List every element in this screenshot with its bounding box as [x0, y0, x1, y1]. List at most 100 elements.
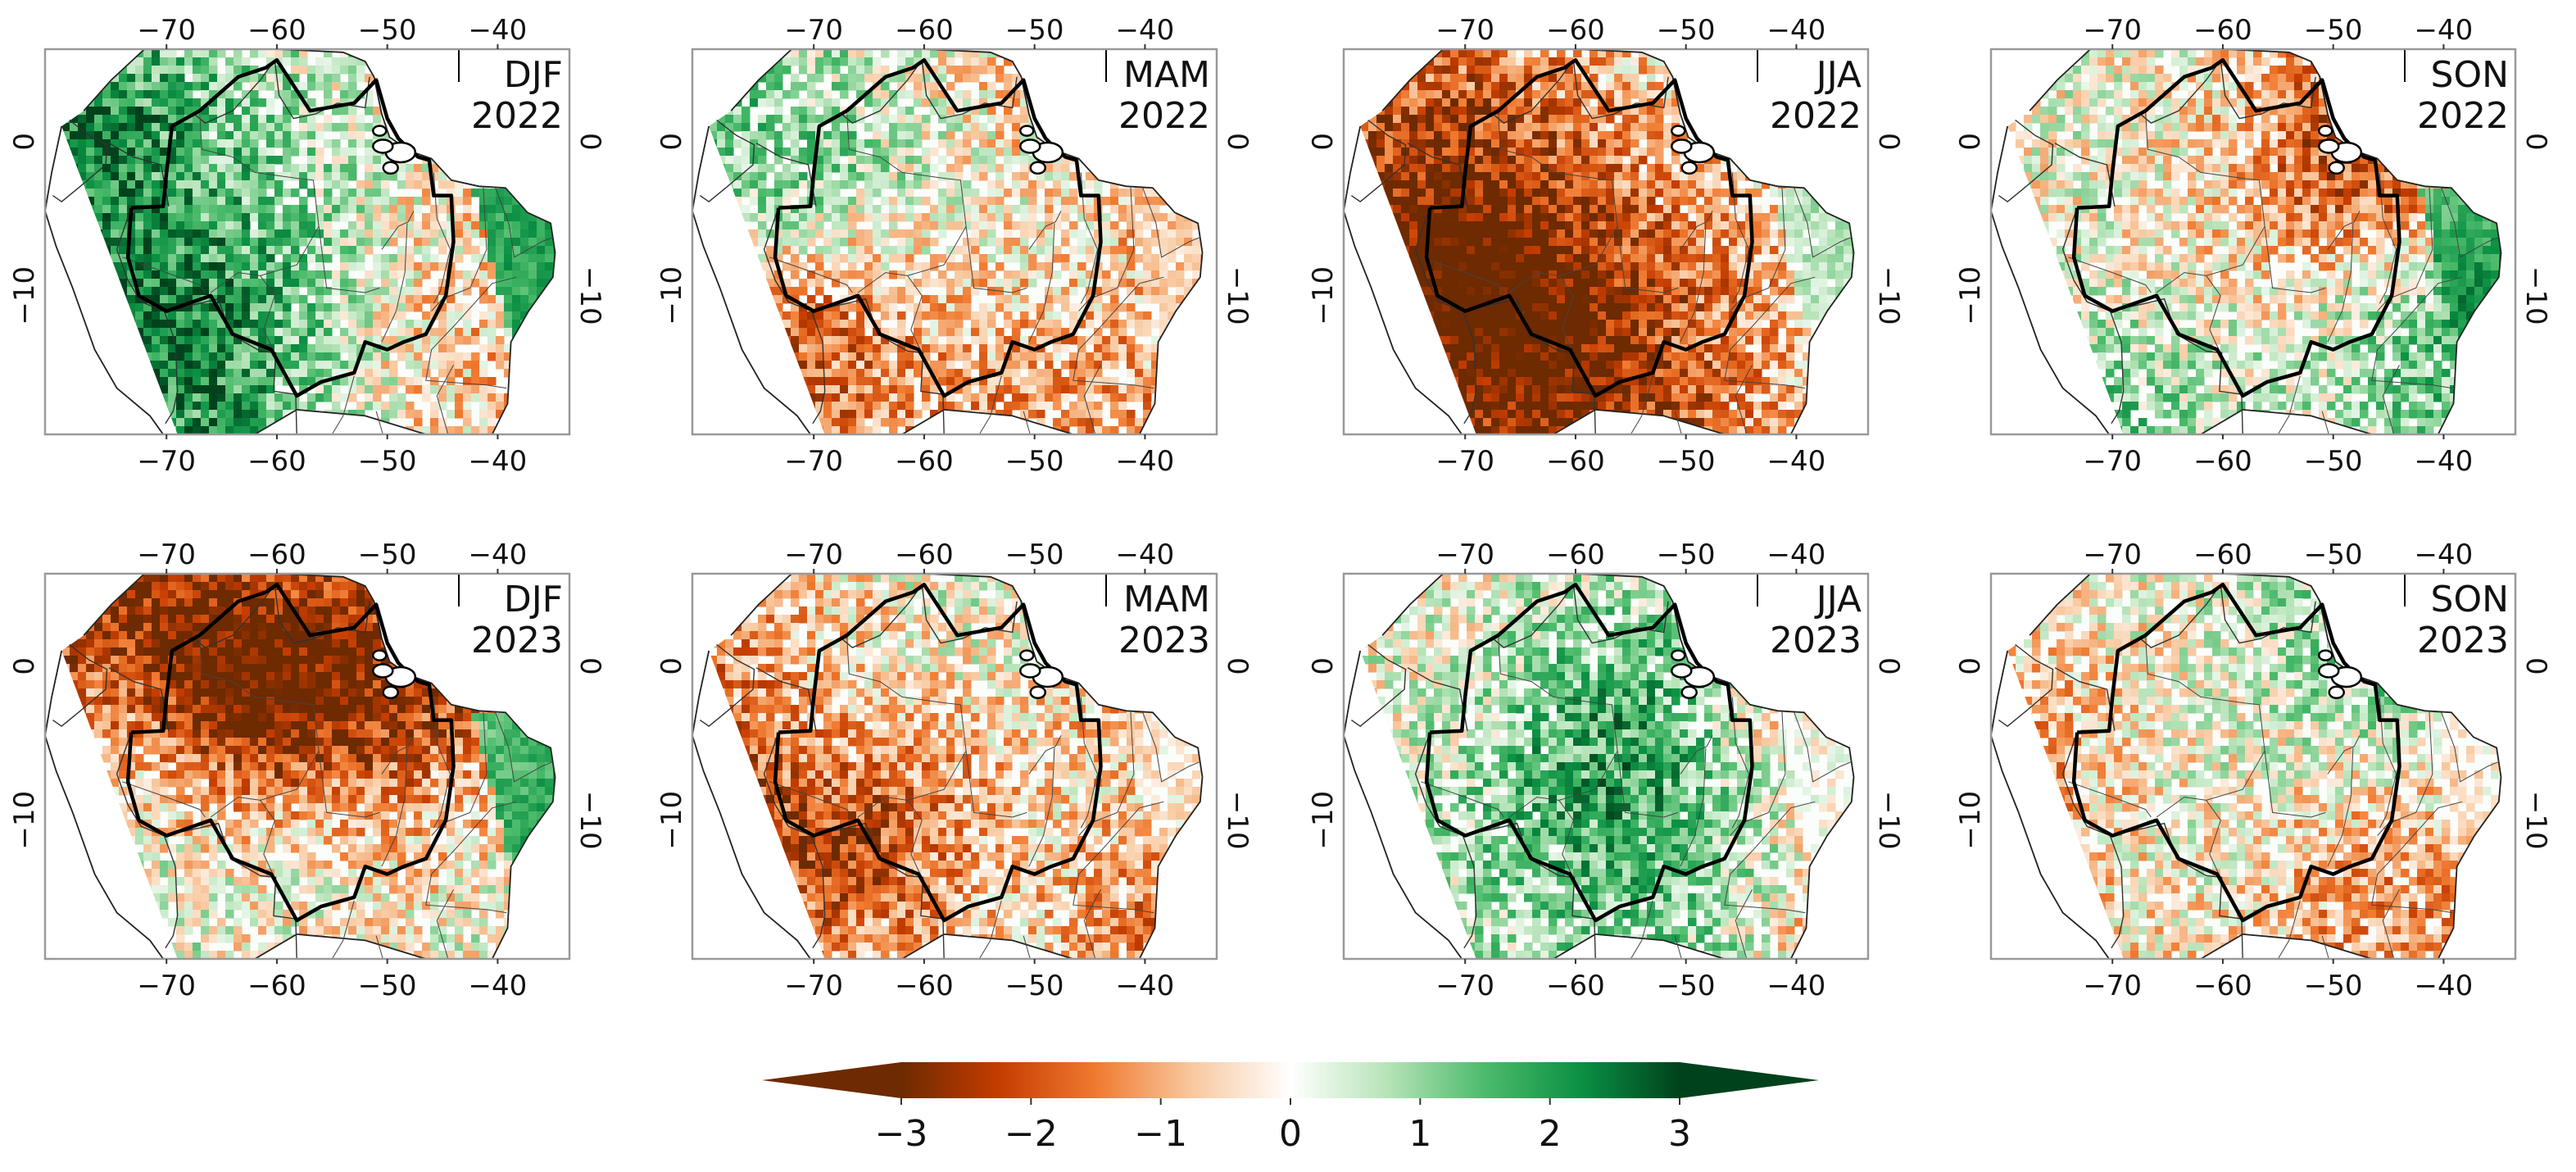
state-border — [431, 186, 488, 311]
bottom-lon-tick-label: −40 — [2415, 445, 2474, 478]
top-lon-tick-label: −40 — [1116, 14, 1175, 47]
top-lon-tick-label: −60 — [895, 538, 954, 571]
state-border — [1730, 186, 1786, 311]
country-border — [921, 60, 1018, 120]
marajo-island — [2318, 125, 2333, 137]
legal-amazon-boundary — [1424, 57, 1754, 398]
marajo-island — [372, 663, 394, 679]
coastline — [1344, 125, 1463, 434]
legal-amazon-boundary — [125, 57, 456, 398]
country-border — [921, 584, 1018, 644]
bottom-lon-tick-label: −70 — [137, 970, 196, 1002]
bottom-lon-tick-label: −70 — [2083, 970, 2142, 1002]
country-border — [1351, 643, 1407, 727]
top-lon-tick-label: −70 — [1435, 14, 1494, 47]
top-lon-tick-label: −40 — [1767, 538, 1826, 571]
state-border — [1023, 935, 1031, 959]
year-label: 2023 — [471, 620, 563, 661]
colorbar-tick-label: 3 — [1668, 1113, 1691, 1155]
state-border — [381, 211, 415, 250]
bottom-lon-tick-label: −70 — [137, 445, 196, 478]
state-border — [436, 889, 454, 959]
year-label: 2023 — [1770, 620, 1862, 661]
marajo-island — [1671, 663, 1693, 679]
legal-amazon-boundary — [773, 582, 1103, 923]
legal-amazon-boundary — [125, 582, 456, 923]
right-lat-tick-label: −10 — [1872, 791, 1905, 850]
map-frame — [1342, 572, 1870, 961]
state-border — [2379, 697, 2397, 829]
marajo-island — [1671, 649, 1686, 661]
state-border — [2371, 276, 2463, 389]
marajo-island — [1019, 649, 1035, 661]
left-lat-tick-label: 0 — [1954, 657, 1987, 675]
brazil-outline — [2029, 574, 2502, 959]
marajo-island — [2318, 139, 2340, 154]
colorbar-tick-label: −1 — [1134, 1113, 1187, 1155]
marajo-island — [1029, 685, 1046, 700]
state-border — [199, 111, 320, 293]
state-border — [495, 188, 553, 258]
map-frame — [691, 572, 1218, 961]
year-label: 2023 — [2417, 620, 2509, 661]
state-border — [2441, 712, 2499, 783]
state-border — [375, 411, 383, 434]
state-border — [1724, 801, 1816, 914]
bottom-lon-tick-label: −70 — [1435, 970, 1494, 1002]
state-border — [2068, 257, 2152, 293]
top-lon-tick-label: −60 — [895, 14, 954, 47]
brazil-outline — [1381, 49, 1855, 434]
brazil-outline — [730, 49, 1204, 434]
label-box — [1757, 49, 1868, 133]
state-border — [318, 751, 380, 818]
top-lon-tick-label: −50 — [1005, 538, 1064, 571]
season-label: DJF — [504, 579, 563, 620]
marajo-island — [1680, 685, 1698, 700]
state-border — [1731, 172, 1750, 304]
map-frame — [1989, 48, 2517, 436]
left-lat-tick-label: −10 — [1307, 791, 1340, 850]
right-lat-tick-label: 0 — [574, 133, 606, 151]
colorbar-bar — [901, 1062, 1680, 1098]
coastline — [692, 125, 811, 434]
country-border — [1998, 119, 2054, 202]
coastline — [45, 650, 164, 959]
coastline — [45, 125, 164, 434]
label-box — [1757, 574, 1868, 657]
left-lat-tick-label: −10 — [1307, 266, 1340, 325]
left-lat-tick-label: 0 — [1954, 133, 1987, 151]
state-border — [1080, 172, 1099, 304]
state-border — [1558, 275, 1574, 352]
state-border — [2206, 800, 2221, 876]
brazil-outline — [1381, 574, 1855, 959]
state-border — [318, 226, 380, 293]
season-label: SON — [2431, 579, 2509, 620]
state-border — [2277, 375, 2301, 434]
state-border — [2327, 735, 2361, 775]
marajo-island — [372, 649, 388, 661]
state-border — [1617, 751, 1679, 818]
label-box — [459, 574, 569, 657]
state-border — [381, 735, 415, 775]
bottom-lon-tick-label: −70 — [2083, 445, 2142, 478]
top-lon-tick-label: −70 — [1435, 538, 1494, 571]
legal-amazon-boundary — [2071, 582, 2401, 923]
bottom-lon-tick-label: −60 — [895, 970, 954, 1002]
season-label: MAM — [1123, 579, 1210, 620]
country-border — [818, 298, 945, 434]
state-border — [260, 800, 275, 876]
state-border — [1028, 747, 1055, 867]
marajo-island — [1671, 139, 1693, 154]
bottom-lon-tick-label: −40 — [1116, 445, 1175, 478]
top-lon-tick-label: −70 — [784, 538, 843, 571]
top-lon-tick-label: −60 — [1546, 14, 1605, 47]
year-label: 2022 — [471, 95, 563, 137]
state-border — [1142, 188, 1200, 258]
state-border — [331, 375, 355, 434]
bottom-lon-tick-label: −40 — [469, 445, 528, 478]
country-border — [1998, 643, 2054, 727]
left-lat-tick-label: 0 — [8, 657, 41, 675]
colorbar-right-extension — [1680, 1062, 1819, 1098]
state-border — [1028, 223, 1055, 343]
legal-amazon-boundary — [1424, 582, 1754, 923]
